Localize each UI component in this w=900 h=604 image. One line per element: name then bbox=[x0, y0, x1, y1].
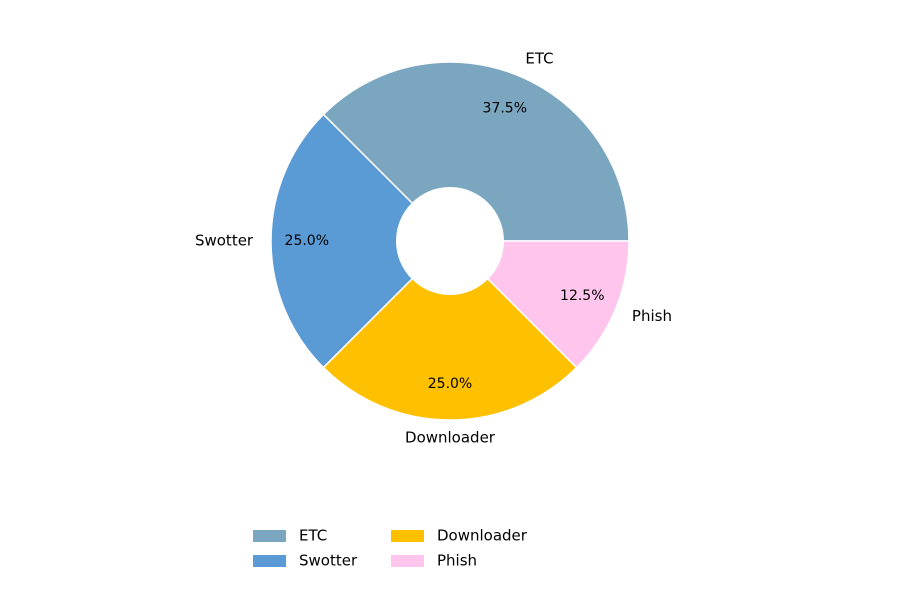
slice-swotter bbox=[270, 113, 452, 369]
slice-downloader bbox=[322, 239, 578, 421]
percent-label-downloader: 25.0% bbox=[428, 376, 472, 392]
legend-swatch-phish bbox=[391, 555, 424, 567]
legend-swatch-downloader bbox=[391, 530, 424, 542]
slice-etc bbox=[322, 61, 630, 242]
slice-phish bbox=[448, 240, 630, 369]
legend-label-downloader: Downloader bbox=[437, 527, 528, 545]
percent-label-etc: 37.5% bbox=[483, 101, 527, 117]
legend-label-phish: Phish bbox=[437, 552, 477, 570]
pie-slices bbox=[270, 61, 630, 421]
legend-label-swotter: Swotter bbox=[299, 552, 358, 570]
legend-entry-phish: Phish bbox=[391, 552, 477, 570]
legend-label-etc: ETC bbox=[299, 527, 327, 545]
percent-label-phish: 12.5% bbox=[560, 288, 604, 304]
donut-hole bbox=[396, 187, 504, 295]
slice-labels: ETC 37.5% Swotter 25.0% Downloader 25.0% Phish… bbox=[195, 50, 672, 447]
legend-swatch-etc bbox=[253, 530, 286, 542]
legend-swatch-swotter bbox=[253, 555, 286, 567]
slice-label-downloader: Downloader bbox=[405, 428, 496, 446]
legend: ETC Swotter Downloader Phish bbox=[253, 527, 528, 570]
slice-label-phish: Phish bbox=[632, 307, 672, 325]
legend-entry-etc: ETC bbox=[253, 527, 327, 545]
legend-entry-swotter: Swotter bbox=[253, 552, 358, 570]
slice-label-etc: ETC bbox=[525, 50, 553, 68]
percent-label-swotter: 25.0% bbox=[285, 233, 329, 249]
legend-entry-downloader: Downloader bbox=[391, 527, 528, 545]
slice-label-swotter: Swotter bbox=[195, 232, 254, 250]
